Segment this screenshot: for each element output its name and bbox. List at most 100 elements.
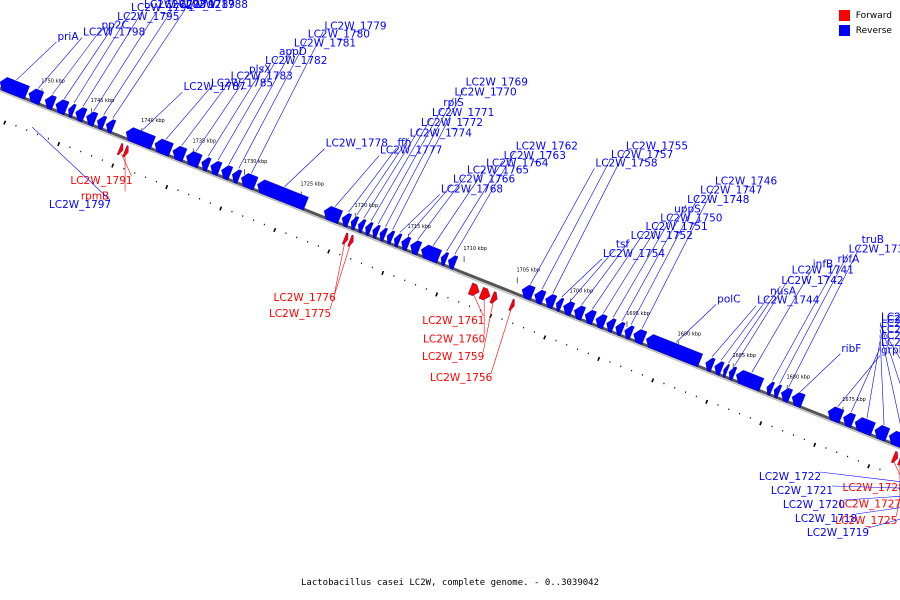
reverse-gene-label: LC2W_1794 — [131, 2, 194, 14]
reverse-gene-label: appD — [279, 46, 307, 58]
minor-tick — [738, 412, 741, 415]
reverse-gene — [257, 179, 309, 211]
minor-tick — [803, 438, 806, 441]
minor-tick — [533, 331, 536, 333]
reverse-gene-labels: priA LC2W_1798pp2CLC2W_1795LC2W_1794LC2W_… — [16, 0, 900, 426]
label-leader — [772, 264, 837, 381]
minor-tick — [825, 447, 827, 449]
forward-gene-label: LC2W_1728 — [843, 482, 900, 494]
label-leader — [377, 107, 443, 224]
reverse-gene-label: LC2W_1754 — [603, 248, 666, 260]
reverse-gene-label: ffh — [398, 137, 412, 149]
minor-tick — [630, 369, 633, 372]
minor-tick — [684, 391, 687, 393]
reverse-gene — [86, 111, 99, 127]
reverse-gene-label: LC2W_1718 — [795, 513, 857, 525]
reverse-gene-label: LC2W_1788 — [186, 0, 248, 11]
reverse-gene-label: LC2W_1752 — [631, 230, 693, 242]
minor-tick — [198, 197, 201, 200]
label-leader — [217, 56, 279, 161]
minor-tick — [609, 361, 611, 363]
minor-tick — [285, 232, 287, 235]
label-leader — [612, 214, 674, 318]
label-leader — [879, 335, 885, 426]
label-leader — [592, 231, 645, 310]
minor-tick — [393, 275, 395, 277]
label-leader — [284, 148, 325, 187]
minor-tick — [663, 382, 665, 385]
reverse-gene — [854, 417, 876, 436]
reverse-gene — [889, 430, 900, 448]
forward-gene — [489, 291, 498, 304]
reverse-gene-label: ribF — [841, 343, 861, 355]
minor-tick — [728, 408, 730, 411]
label-leader — [552, 151, 626, 294]
reverse-gene — [545, 294, 558, 310]
reverse-gene — [827, 406, 845, 424]
scale-tick-label: 1675 kbp — [842, 397, 866, 403]
label-leader — [142, 91, 183, 131]
minor-tick — [555, 339, 557, 342]
label-leader — [879, 324, 900, 360]
label-leader — [238, 39, 308, 169]
reverse-gene — [705, 357, 716, 373]
reverse-gene-label: LC2W_1750 — [660, 212, 722, 224]
forward-gene — [347, 234, 354, 247]
reverse-gene — [221, 165, 234, 181]
reverse-gene — [773, 384, 783, 399]
legend: Forward Reverse — [838, 8, 892, 38]
label-leader — [37, 37, 83, 89]
reverse-gene — [241, 173, 259, 191]
reverse-gene-label: LC2W_1795 — [117, 11, 179, 23]
label-leader — [630, 195, 700, 325]
reverse-gene-label: LC2W_1782 — [265, 55, 327, 67]
minor-tick — [371, 266, 374, 269]
minor-tick — [468, 305, 471, 308]
reverse-gene-label: LC2W_1783 — [231, 71, 293, 83]
minor-tick — [317, 245, 320, 247]
minor-tick — [695, 395, 698, 398]
label-leader — [879, 322, 900, 385]
minor-tick — [111, 163, 115, 168]
forward-gene-label: LC2W_1775 — [269, 308, 331, 320]
reverse-gene-label: LC2W_1764 — [486, 158, 549, 170]
minor-tick — [458, 300, 460, 303]
minor-tick — [47, 137, 50, 140]
label-leader — [711, 305, 757, 357]
label-leader — [93, 9, 159, 111]
label-leader — [363, 127, 421, 219]
label-leader — [181, 81, 230, 146]
forward-gene — [890, 451, 898, 464]
reverse-gene — [394, 233, 403, 248]
minor-tick — [188, 193, 190, 196]
minor-tick — [273, 227, 277, 233]
scale-tick-label: 1705 kbp — [516, 267, 540, 273]
minor-tick — [90, 154, 93, 157]
reverse-gene — [606, 318, 617, 333]
reverse-gene-label: LC2W_1742 — [781, 275, 843, 287]
minor-tick — [597, 356, 601, 362]
label-leader — [867, 518, 900, 529]
forward-gene-label: LC2W_1791 — [70, 175, 132, 187]
minor-tick — [381, 270, 385, 276]
reverse-gene-label: LC2W_1762 — [516, 140, 578, 152]
scale-tick-label: 1730 kbp — [244, 159, 268, 165]
label-leader — [16, 41, 57, 81]
label-leader — [112, 9, 186, 119]
minor-tick — [144, 176, 147, 179]
label-leader — [819, 471, 900, 482]
forward-gene — [116, 143, 124, 156]
reverse-gene-label: LC2W_1770 — [454, 87, 516, 99]
reverse-gene — [421, 244, 442, 264]
label-leader — [385, 97, 454, 227]
reverse-gene-label: LC2W_1763 — [504, 150, 566, 162]
minor-tick — [36, 133, 39, 136]
forward-gene-label: LC2W_1776 — [274, 292, 337, 304]
minor-tick — [177, 189, 179, 192]
reverse-gene-label: LC2W_1777 — [380, 145, 442, 157]
label-leader — [103, 9, 173, 115]
label-leader — [779, 254, 848, 384]
minor-tick — [242, 215, 244, 217]
reverse-gene — [372, 224, 381, 240]
minor-tick — [620, 365, 622, 368]
